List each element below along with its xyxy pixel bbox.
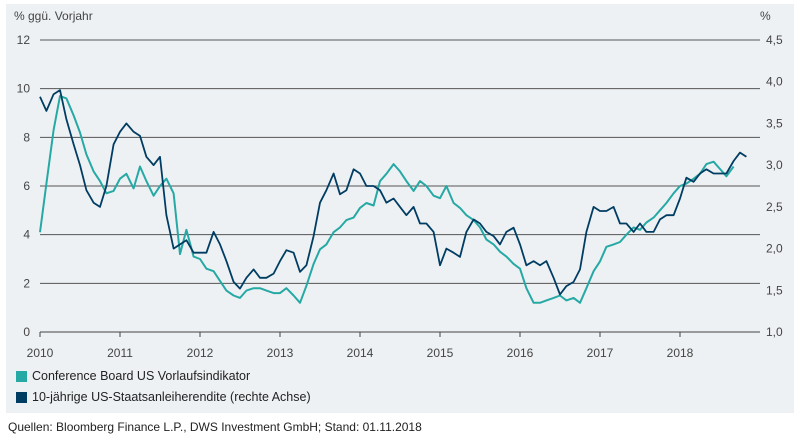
right-tick-label: 2,5	[766, 200, 783, 214]
x-tick-label: 2018	[667, 346, 694, 360]
legend-label-treasury-yield: 10-jährige US-Staatsanleiherendite (rech…	[32, 390, 311, 404]
right-axis-title: %	[760, 9, 771, 23]
x-tick-label: 2013	[267, 346, 294, 360]
grid	[40, 39, 760, 284]
legend-swatch-treasury-yield	[16, 391, 27, 403]
x-tick-label: 2012	[187, 346, 214, 360]
legend-swatch-leading-indicator	[16, 370, 27, 382]
legend-item-treasury-yield: 10-jährige US-Staatsanleiherendite (rech…	[16, 390, 311, 404]
legend-item-leading-indicator: Conference Board US Vorlaufsindikator	[16, 369, 250, 383]
x-tick-label: 2011	[107, 346, 133, 360]
right-tick-label: 3,0	[766, 158, 783, 172]
right-tick-label: 3,5	[766, 116, 783, 130]
left-tick-label: 8	[23, 130, 30, 144]
right-tick-label: 1,0	[766, 325, 783, 339]
x-tick-label: 2016	[507, 346, 534, 360]
left-tick-label: 2	[23, 276, 30, 290]
left-tick-label: 0	[23, 325, 30, 339]
left-tick-label: 12	[17, 33, 31, 47]
x-tick-label: 2014	[347, 346, 374, 360]
tick-labels: 0 2 4 6 8 10 12 1,0 1,5 2,0 2,5 3,0 3,5 4,0 4,5 2010 201…	[14, 9, 783, 360]
series-line-treasury-yield	[39, 89, 747, 296]
x-tick-label: 2010	[27, 346, 54, 360]
x-tick-label: 2017	[587, 346, 614, 360]
right-tick-label: 2,0	[766, 242, 783, 256]
right-tick-label: 1,5	[766, 283, 783, 297]
series-lines	[39, 89, 747, 304]
left-tick-label: 10	[17, 82, 31, 96]
axes	[39, 331, 760, 337]
right-tick-label: 4,0	[766, 75, 783, 89]
source-note: Quellen: Bloomberg Finance L.P., DWS Inv…	[8, 420, 422, 434]
x-tick-label: 2015	[427, 346, 454, 360]
right-tick-label: 4,5	[766, 33, 783, 47]
left-tick-label: 4	[23, 228, 30, 242]
legend-label-leading-indicator: Conference Board US Vorlaufsindikator	[32, 369, 251, 383]
series-line-leading-indicator	[39, 95, 735, 304]
left-tick-label: 6	[23, 179, 30, 193]
left-axis-title: % ggü. Vorjahr	[14, 9, 93, 23]
